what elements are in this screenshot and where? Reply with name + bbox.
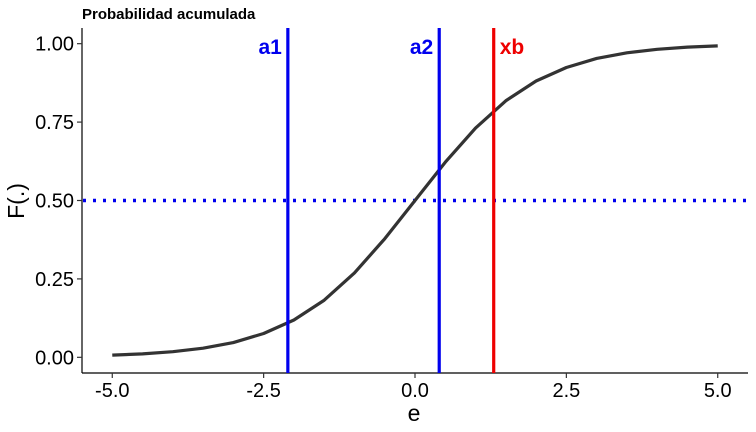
y-axis-label: F(.)	[3, 183, 29, 219]
x-tick-label: 5.0	[704, 380, 732, 402]
y-tick-label: 0.75	[35, 112, 74, 134]
x-axis-label: e	[408, 400, 421, 426]
cdf-curve	[112, 44, 718, 357]
vline-label-xb: xb	[500, 36, 525, 59]
plot-area: -5.0 -2.5 0.0 2.5 5.0 0.00 0.25 0.50 0.75 1.00 a1 a…	[35, 28, 748, 402]
chart-title: Probabilidad acumulada	[82, 6, 256, 23]
y-tick-label: 0.25	[35, 269, 74, 291]
y-tick-label: 0.00	[35, 347, 74, 369]
x-tick-label: -2.5	[246, 380, 280, 402]
vline-label-a2: a2	[410, 36, 433, 59]
x-tick-label: -5.0	[95, 380, 129, 402]
vline-label-a1: a1	[258, 36, 282, 59]
x-tick-label: 0.0	[401, 380, 429, 402]
y-tick-label: 1.00	[35, 34, 74, 56]
x-tick-label: 2.5	[552, 380, 580, 402]
y-tick-label: 0.50	[35, 191, 74, 213]
